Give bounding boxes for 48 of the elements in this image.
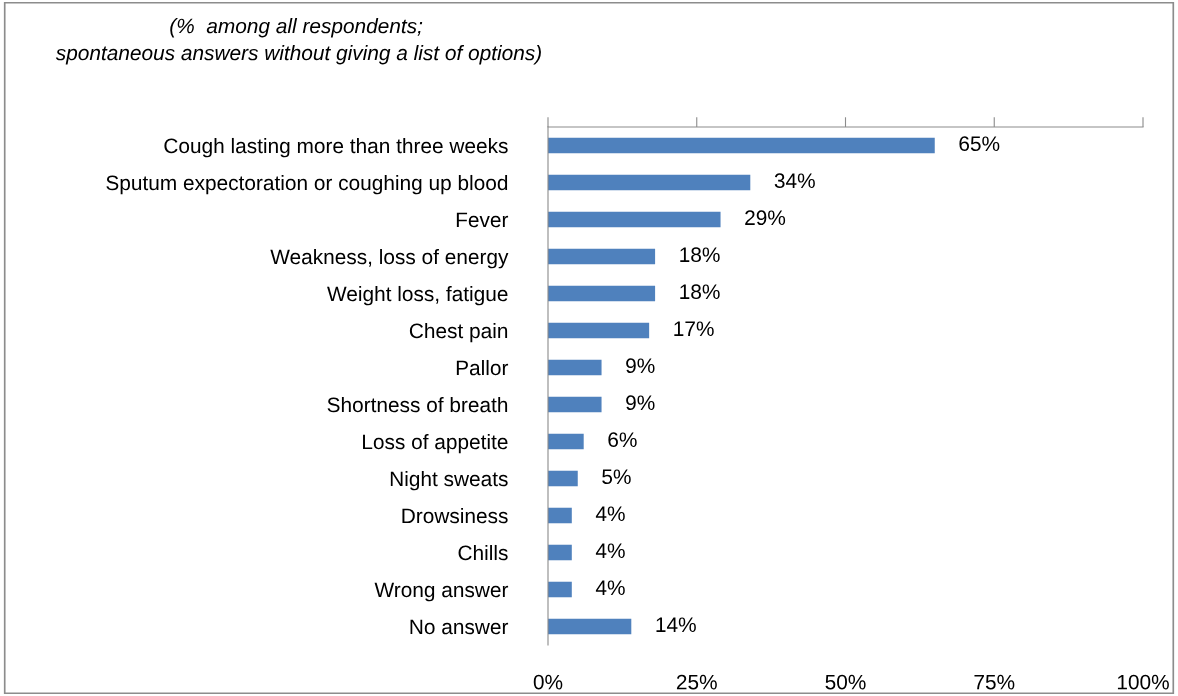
x-tick-label: 25%: [676, 674, 717, 690]
y-tick-label: Shortness of breath: [327, 396, 508, 413]
text: (% among all respondents; spontaneous answers without giving a list of options): [55, 18, 541, 65]
data-label: 4%: [595, 580, 625, 596]
data-label: 6%: [608, 432, 637, 448]
bar: [548, 433, 584, 450]
data-label: 14%: [656, 617, 696, 633]
bar: [548, 581, 572, 598]
y-tick-label: Weight loss, fatigue: [327, 285, 508, 306]
data-label: 9%: [626, 395, 655, 411]
y-tick-label: Pallor: [456, 359, 509, 376]
y-tick-label: Night sweats: [390, 470, 508, 491]
y-tick-label: No answer: [410, 619, 509, 635]
bar: [548, 322, 650, 339]
data-label: 9%: [626, 358, 655, 374]
y-tick-label: Chest pain: [409, 322, 508, 343]
y-tick-label: Sputum expectoration or coughing up blood: [106, 174, 508, 195]
bar: [548, 396, 602, 413]
data-label: 18%: [680, 284, 720, 300]
data-label: 34%: [774, 173, 815, 189]
data-label: 29%: [745, 210, 786, 226]
x-tick-label: 100%: [1117, 674, 1169, 690]
x-tick-label: 75%: [974, 674, 1015, 690]
x-tick-label: 0%: [533, 674, 563, 690]
bar: [548, 248, 656, 265]
bar: [548, 211, 721, 228]
x-tick-label: 50%: [825, 674, 866, 690]
y-tick-label: Drowsiness: [402, 507, 508, 524]
data-label: 5%: [602, 469, 631, 485]
bar: [548, 137, 935, 154]
bar: [548, 285, 656, 302]
bar: [548, 470, 578, 487]
y-tick-label: Weakness, loss of energy: [270, 248, 509, 269]
y-tick-label: Cough lasting more than three weeks: [164, 137, 508, 158]
data-label: 4%: [595, 543, 625, 559]
bar: [548, 174, 751, 191]
y-tick-label: Loss of appetite: [363, 433, 508, 454]
y-tick-label: Chills: [458, 544, 508, 561]
bar: [548, 359, 602, 376]
data-label: 4%: [595, 506, 625, 522]
data-label: 17%: [674, 321, 714, 337]
data-label: 18%: [680, 247, 720, 263]
bar: [548, 618, 632, 635]
data-label: 65%: [959, 136, 1000, 152]
y-tick-label: Wrong answer: [374, 582, 509, 602]
bar: [548, 507, 572, 524]
y-tick-label: Fever: [456, 212, 509, 228]
bar: [548, 544, 572, 561]
